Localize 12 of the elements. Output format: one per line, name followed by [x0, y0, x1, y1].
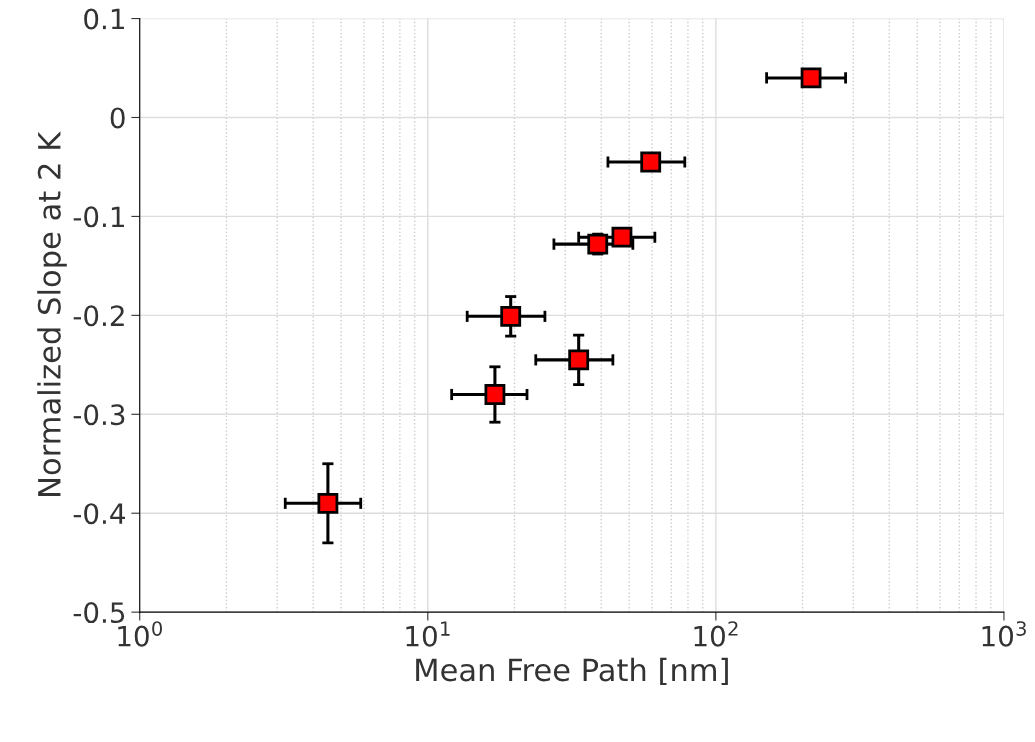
y-tick-label: -0.3 — [73, 404, 125, 426]
x-tick-label: 10$^{1}$ — [406, 621, 450, 647]
y-tick-label: -0.2 — [73, 305, 124, 327]
y-tick-label: 0 — [110, 107, 125, 129]
y-axis-title: Normalized Slope at 2 K — [37, 131, 67, 496]
y-tick-label: -0.1 — [73, 206, 124, 228]
y-tick-label: -0.5 — [73, 602, 125, 624]
x-tick-label: 10$^{3}$ — [982, 621, 1026, 647]
y-tick-label: 0.1 — [84, 8, 124, 30]
x-axis-title: Mean Free Path [nm] — [416, 657, 728, 686]
y-tick-label: -0.4 — [73, 503, 125, 525]
x-tick-label: 10$^{2}$ — [694, 621, 738, 647]
